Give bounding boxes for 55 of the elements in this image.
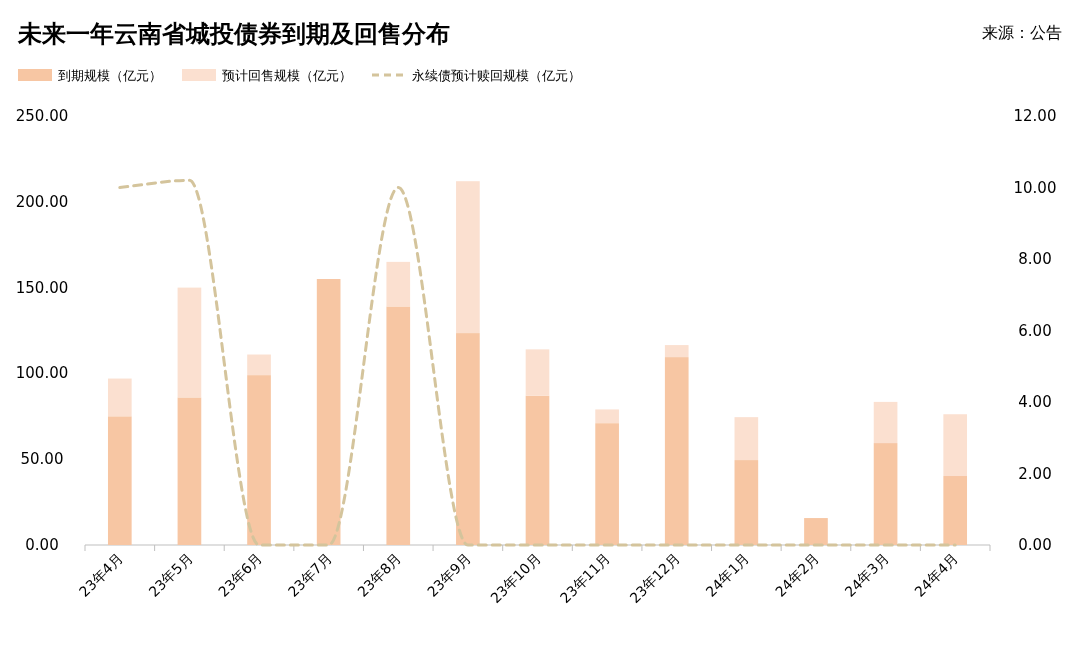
y2-tick-label: 2.00 — [1018, 464, 1052, 483]
legend-label: 到期规模（亿元） — [58, 68, 162, 83]
bar — [316, 279, 341, 545]
y2-tick-label: 12.00 — [1013, 107, 1057, 125]
bar — [664, 357, 689, 545]
bar — [595, 409, 619, 424]
x-tick-label: 23年9月 — [423, 549, 475, 600]
bar — [107, 416, 132, 545]
source-note: 来源：公告 — [982, 23, 1062, 42]
bar — [107, 378, 132, 417]
y-tick-label: 0.00 — [25, 536, 59, 554]
bar — [386, 306, 411, 545]
bar — [734, 460, 759, 545]
y2-tick-label: 10.00 — [1013, 178, 1057, 197]
x-tick-label: 23年4月 — [75, 549, 126, 600]
bar — [595, 423, 619, 545]
legend-label: 永续债预计赎回规模（亿元） — [412, 68, 581, 83]
x-tick-label: 24年2月 — [772, 549, 823, 600]
bar — [873, 443, 898, 545]
y-tick-label: 250.00 — [15, 107, 69, 125]
y-tick-label: 200.00 — [15, 192, 69, 211]
bar — [664, 345, 689, 358]
bar — [456, 181, 480, 334]
x-tick-label: 23年6月 — [215, 549, 266, 600]
y2-tick-label: 4.00 — [1018, 393, 1052, 411]
x-tick-label: 24年4月 — [911, 549, 962, 600]
bar — [804, 518, 828, 545]
chart-title: 未来一年云南省城投债券到期及回售分布 — [17, 20, 450, 48]
x-tick-label: 23年5月 — [145, 549, 196, 600]
bar — [247, 375, 271, 545]
bar — [734, 417, 759, 461]
bar — [456, 333, 480, 545]
bar — [525, 349, 550, 396]
bar — [177, 397, 202, 545]
x-tick-label: 23年10月 — [487, 549, 544, 607]
x-tick-label: 23年7月 — [284, 549, 335, 600]
bar — [943, 476, 968, 545]
bar — [525, 395, 550, 545]
x-tick-label: 23年11月 — [556, 549, 614, 607]
y2-tick-label: 0.00 — [1018, 536, 1052, 554]
y-tick-label: 50.00 — [20, 450, 64, 469]
x-tick-label: 23年12月 — [626, 549, 683, 607]
x-tick-label: 24年1月 — [702, 549, 753, 600]
bar — [386, 261, 411, 307]
legend-label: 预计回售规模（亿元） — [222, 68, 352, 83]
bar — [247, 354, 271, 376]
bar — [873, 401, 898, 444]
bar — [177, 287, 202, 398]
y2-tick-label: 8.00 — [1018, 250, 1052, 268]
x-tick-label: 24年3月 — [841, 549, 892, 600]
y-tick-label: 150.00 — [15, 278, 69, 297]
y-tick-label: 100.00 — [15, 364, 69, 383]
bar — [943, 414, 968, 477]
x-tick-label: 23年8月 — [354, 549, 405, 600]
y2-tick-label: 6.00 — [1018, 321, 1052, 340]
